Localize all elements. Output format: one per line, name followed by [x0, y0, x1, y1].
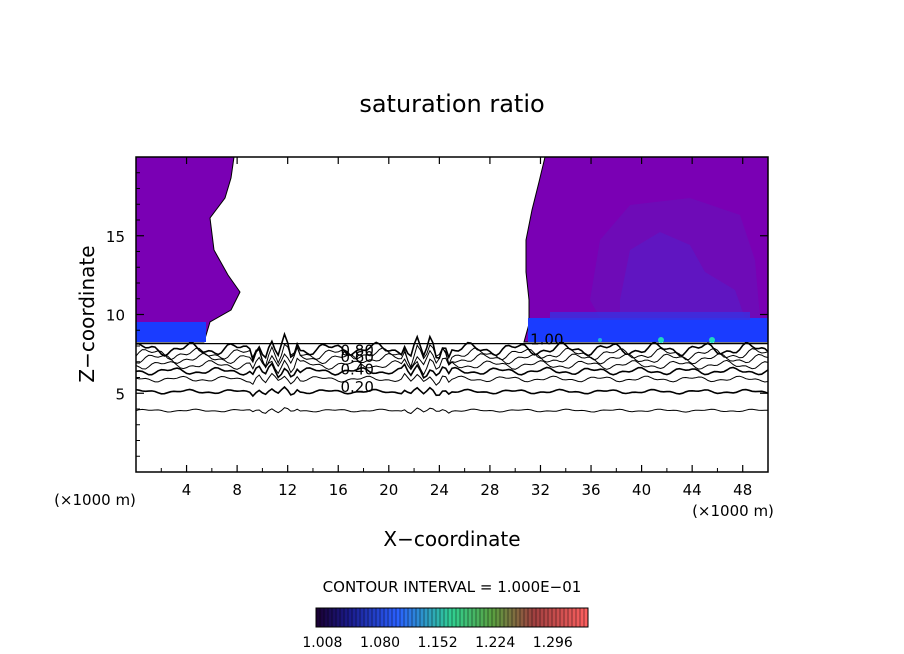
- colorbar-stripes: [319, 608, 585, 627]
- x-tick-label: 12: [278, 481, 297, 499]
- y-tick-label: 10: [106, 307, 125, 325]
- contour-label: 0.60: [340, 348, 373, 366]
- contour-label: 0.80: [340, 342, 373, 360]
- hotspot-2: [709, 337, 715, 343]
- x-axis-ticks: 4 8 12 16 20 24 28 32 36 40 44 48: [160, 157, 752, 499]
- y-tick-label: 15: [106, 228, 125, 246]
- contour-line-0.1: [135, 407, 768, 415]
- cloud-base-band-left: [136, 322, 206, 342]
- x-tick-label: 36: [581, 481, 600, 499]
- colorbar-label: 1.080: [360, 635, 400, 651]
- x-unit-right: (×1000 m): [692, 502, 774, 520]
- x-tick-label: 4: [182, 481, 192, 499]
- x-tick-label: 32: [531, 481, 550, 499]
- x-tick-label: 16: [329, 481, 348, 499]
- x-tick-label: 24: [430, 481, 449, 499]
- y-axis-label: Z−coordinate: [75, 245, 99, 382]
- saturated-core-right-inner: [620, 232, 745, 318]
- x-unit-left: (×1000 m): [54, 491, 136, 509]
- contour-lines: [135, 331, 769, 415]
- contour-label: 1.00: [530, 331, 563, 349]
- contour-line-0.8: [136, 331, 769, 363]
- y-axis-ticks: 5 10 15: [106, 172, 768, 457]
- cloud-base-band-right: [528, 318, 768, 342]
- contour-interval: CONTOUR INTERVAL = 1.000E−01: [323, 578, 582, 596]
- plot-area: 0.800.600.400.20 1.00: [135, 156, 769, 473]
- contour-line-0.2: [135, 385, 769, 398]
- contour-line-0.4: [135, 362, 769, 379]
- x-tick-label: 44: [683, 481, 702, 499]
- contour-label: 0.40: [340, 361, 373, 379]
- cloud-base-band-right-top: [550, 312, 750, 320]
- colorbar-label: 1.296: [533, 635, 573, 651]
- colorbar-label: 1.152: [418, 635, 458, 651]
- colorbar-label: 1.224: [475, 635, 515, 651]
- x-tick-label: 28: [480, 481, 499, 499]
- hotspot-1: [658, 337, 664, 343]
- contour-line-0.6: [135, 346, 769, 369]
- contour-labels: 0.800.600.400.20 1.00: [340, 331, 563, 396]
- x-tick-label: 8: [232, 481, 242, 499]
- hotspot-3: [598, 338, 602, 342]
- contour-line-0.3: [135, 372, 769, 386]
- colorbar-labels: 1.008 1.080 1.152 1.224 1.296: [302, 635, 573, 651]
- contour-label: 0.20: [340, 378, 373, 396]
- x-axis-label: X−coordinate: [383, 527, 520, 551]
- x-tick-label: 48: [733, 481, 752, 499]
- chart-title: saturation ratio: [359, 90, 544, 118]
- y-tick-label: 5: [115, 385, 125, 403]
- colorbar-label: 1.008: [302, 635, 342, 651]
- x-tick-label: 40: [632, 481, 651, 499]
- x-tick-label: 20: [379, 481, 398, 499]
